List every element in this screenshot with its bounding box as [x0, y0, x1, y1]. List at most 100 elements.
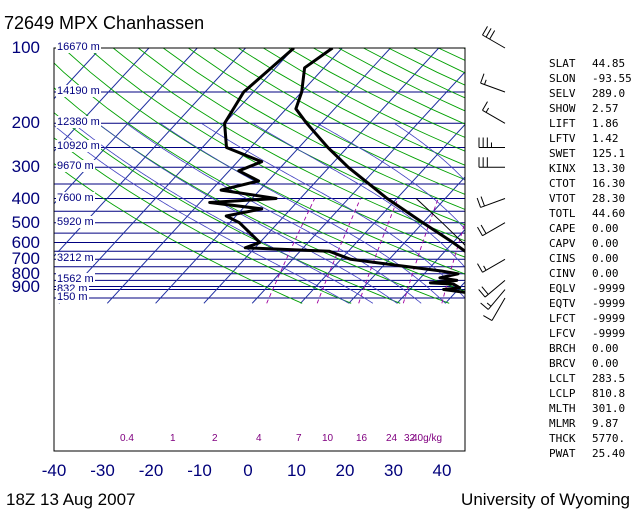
index-value: 2.57	[592, 102, 619, 115]
mixing-ratio-line	[266, 198, 316, 304]
index-row: CINS 0.00	[549, 251, 632, 266]
mixing-ratio-label: 24	[386, 433, 398, 444]
dry-adiabat-line	[54, 112, 401, 304]
index-value: 0.00	[592, 342, 619, 355]
parcel-trace	[415, 198, 465, 247]
index-value: 0.00	[592, 267, 619, 280]
height-label: 9670 m	[56, 160, 95, 173]
index-key: MLMR	[549, 417, 576, 430]
dewpoint-profile	[208, 48, 465, 294]
index-value: 13.30	[592, 162, 626, 175]
plot-frame	[53, 47, 466, 452]
index-key: MLTH	[549, 402, 576, 415]
temperature-tick-label: -10	[187, 461, 212, 480]
wind-barb	[478, 157, 505, 168]
mixing-ratio-label: 0.4	[120, 433, 134, 444]
wind-barb	[483, 297, 506, 321]
index-key: CINV	[549, 267, 576, 280]
index-key: LCLP	[549, 387, 576, 400]
mixing-ratio-label: 2	[212, 433, 218, 444]
index-value: 28.30	[592, 192, 626, 205]
index-value: 16.30	[592, 177, 626, 190]
index-value: 283.5	[592, 372, 626, 385]
wind-barb	[476, 196, 506, 208]
sounding-indices-table: SLAT 44.85 SLON -93.55 SELV 289.0 SHOW 2.57 LIFT…	[549, 56, 632, 461]
pressure-tick-label: 900	[11, 276, 40, 296]
wind-barb	[482, 26, 506, 49]
index-key: SELV	[549, 87, 576, 100]
index-row: CAPE 0.00	[549, 221, 632, 236]
mixing-ratio-label: 1	[170, 433, 176, 444]
height-label: 14190 m	[56, 85, 101, 98]
index-row: THCK 5770.	[549, 431, 632, 446]
index-key: SLAT	[549, 57, 576, 70]
isotherm-line	[251, 71, 465, 304]
index-row: BRCV 0.00	[549, 356, 632, 371]
mixing-ratio-label: 16	[356, 433, 368, 444]
data-source: University of Wyoming	[461, 490, 630, 509]
pressure-tick-label: 300	[11, 157, 40, 177]
dry-adiabat-line	[87, 48, 465, 258]
wind-barb	[478, 137, 505, 148]
moist-adiabat-line	[394, 122, 465, 182]
index-row: VTOT 28.30	[549, 191, 632, 206]
index-key: LIFT	[549, 117, 576, 130]
observation-time: 18Z 13 Aug 2007	[6, 490, 136, 509]
index-key: CINS	[549, 252, 576, 265]
moist-adiabat-line	[126, 122, 422, 304]
temperature-tick-label: -30	[90, 461, 115, 480]
temperature-tick-label: 40	[432, 461, 452, 480]
mixing-ratio-label: 4	[256, 433, 262, 444]
index-row: CTOT 16.30	[549, 176, 632, 191]
dry-adiabat-line	[54, 62, 465, 292]
height-label: 12380 m	[56, 116, 101, 129]
mixing-ratio-label: 10	[322, 433, 334, 444]
mixing-ratio-line	[316, 198, 361, 304]
index-value: -9999	[592, 312, 626, 325]
dry-adiabat-line	[213, 48, 465, 181]
index-key: SHOW	[549, 102, 576, 115]
index-row: BRCH 0.00	[549, 341, 632, 356]
index-key: BRCV	[549, 357, 576, 370]
isotherm-line	[54, 48, 198, 205]
index-key: EQTV	[549, 297, 576, 310]
index-value: 9.87	[592, 417, 619, 430]
index-value: -9999	[592, 282, 626, 295]
index-value: -9999	[592, 327, 626, 340]
isotherm-line	[58, 48, 295, 304]
index-value: 810.8	[592, 387, 626, 400]
height-label: 1562 m	[56, 273, 95, 286]
isotherm-line	[396, 228, 465, 304]
moist-adiabat-line	[159, 122, 446, 304]
index-value: -93.55	[592, 72, 632, 85]
index-key: CTOT	[549, 177, 576, 190]
wind-barb	[480, 73, 506, 93]
moist-adiabat-line	[97, 122, 398, 304]
isotherm-line	[155, 48, 391, 304]
index-row: SHOW 2.57	[549, 101, 632, 116]
index-value: 0.00	[592, 357, 619, 370]
mixing-ratio-label: 40g/kg	[412, 433, 443, 444]
pressure-tick-label: 100	[11, 38, 40, 57]
isotherm-line	[300, 123, 465, 304]
index-key: EQLV	[549, 282, 576, 295]
pressure-tick-label: 600	[11, 232, 40, 252]
index-value: 1.86	[592, 117, 619, 130]
index-row: SLON -93.55	[549, 71, 632, 86]
index-row: PWAT 25.40	[549, 446, 632, 461]
moist-adiabat-line	[252, 122, 465, 268]
height-label: 150 m	[56, 291, 89, 303]
temperature-tick-label: 10	[287, 461, 306, 480]
pressure-tick-label: 200	[11, 113, 40, 133]
index-row: LFCV -9999	[549, 326, 632, 341]
index-key: THCK	[549, 432, 576, 445]
index-key: SLON	[549, 72, 576, 85]
temperature-tick-label: 0	[243, 461, 253, 480]
wind-barb	[480, 289, 506, 310]
mixing-ratio-label: 7	[296, 433, 302, 444]
isotherm-line	[54, 48, 150, 152]
index-key: CAPV	[549, 237, 576, 250]
pressure-tick-label: 500	[11, 212, 40, 232]
index-row: EQTV -9999	[549, 296, 632, 311]
